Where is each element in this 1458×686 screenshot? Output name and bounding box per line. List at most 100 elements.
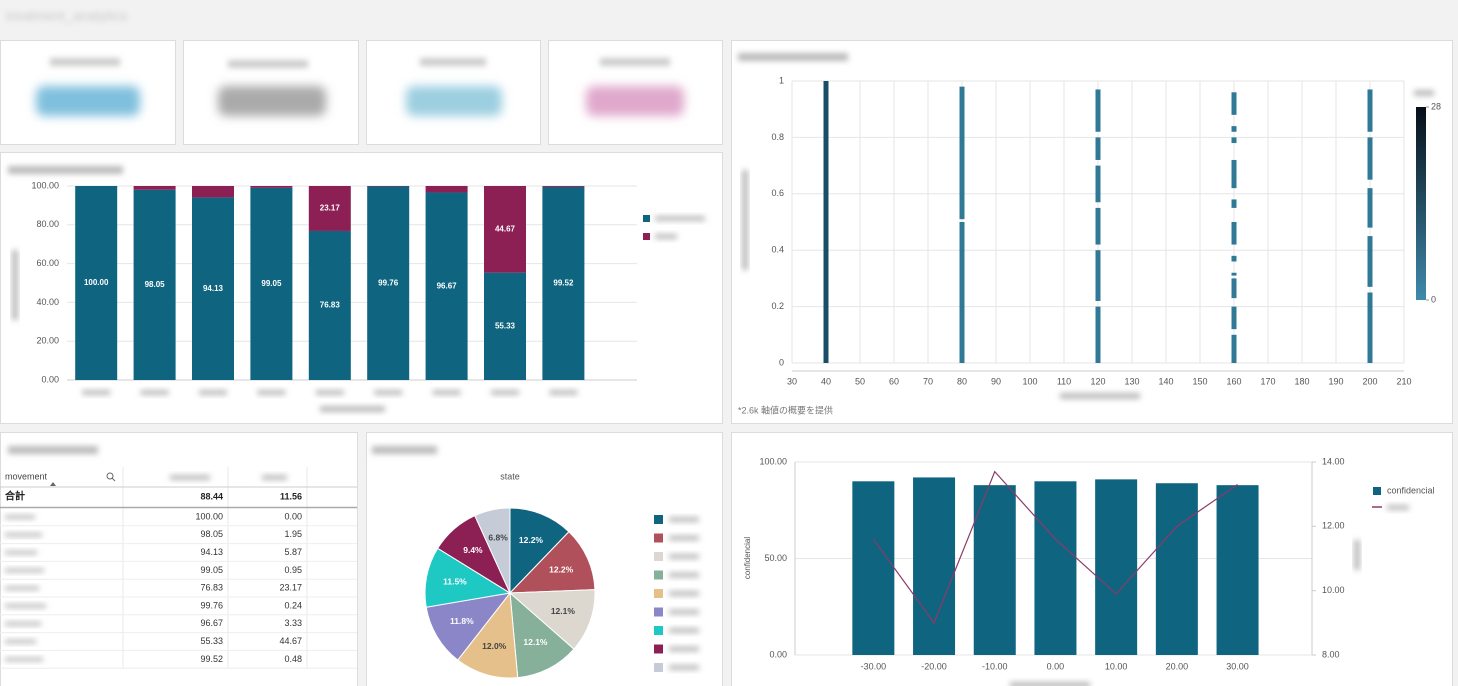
table-cell: 100.00 [195, 511, 223, 521]
y-axis-label: confidencial [743, 537, 752, 579]
y-tick-label: 80.00 [36, 219, 59, 229]
pie-slice [474, 507, 511, 594]
y-tick-label: 0.00 [41, 374, 59, 384]
point-strip [959, 86, 965, 220]
table-cell: 0.24 [284, 600, 302, 610]
scatter-panel [731, 40, 1453, 424]
search-icon [111, 477, 116, 482]
x-tick-label: 20.00 [1166, 661, 1189, 671]
y-tick-label: 100.00 [31, 180, 59, 190]
table-cell: 98.05 [200, 529, 223, 539]
bar-segment [192, 197, 234, 380]
point-strip [1231, 137, 1237, 144]
table-cell: 44.67 [279, 636, 302, 646]
blurred-label [5, 639, 36, 644]
note: *2.6k 軸値の概要を提供 [738, 404, 833, 415]
y-tick-label: 50.00 [764, 553, 787, 563]
legend-swatch [654, 644, 663, 654]
blurred-label [5, 586, 39, 591]
x-tick-label: 40 [821, 376, 831, 386]
legend-swatch [1373, 487, 1381, 495]
x-tick-label: -20.00 [921, 661, 947, 671]
x-tick-label: 50 [855, 376, 865, 386]
table-cell: 0.95 [284, 565, 302, 575]
blurred-label [5, 604, 46, 608]
search-icon [106, 472, 114, 480]
bar-segment [484, 186, 526, 273]
table-cell: 1.95 [284, 529, 302, 539]
x-tick-label: 160 [1226, 376, 1241, 386]
kpi-label [420, 58, 486, 66]
point-strip [1367, 292, 1373, 363]
table-cell: 99.05 [200, 565, 223, 575]
x-tick-label: 80 [957, 376, 967, 386]
total-cell: 11.56 [280, 491, 302, 501]
bar [852, 481, 895, 655]
table-cell: 55.33 [200, 636, 223, 646]
kpi-label [228, 60, 308, 68]
kpi-value [586, 86, 684, 116]
x-tick-label: 110 [1057, 376, 1071, 386]
value-label: 99.52 [553, 279, 574, 288]
legend-swatch [654, 589, 663, 598]
x-tick-label: -30.00 [861, 661, 887, 671]
value-label: 44.67 [495, 224, 516, 233]
pie-slice [425, 592, 512, 661]
y2-tick-label: 8.00 [1322, 649, 1340, 659]
bar-segment [308, 186, 351, 231]
axis-label [320, 406, 385, 412]
kpi-value [218, 86, 326, 116]
blurred-label [199, 390, 227, 395]
pie-slice [509, 591, 575, 679]
table-cell: 76.83 [200, 583, 223, 593]
blurred-label [669, 591, 699, 596]
bar-panel [0, 152, 723, 424]
y2-tick-label: 14.00 [1322, 456, 1345, 466]
kpi-label [50, 58, 120, 66]
x-tick-label: -10.00 [982, 661, 1008, 671]
x-tick-label: 180 [1294, 376, 1309, 386]
blurred-label [669, 665, 699, 670]
blurred-label [669, 554, 699, 559]
x-tick-label: 210 [1396, 376, 1411, 386]
panel-title [8, 166, 123, 174]
blurred-label [5, 550, 37, 555]
blurred-label [669, 628, 699, 633]
value-label: 55.33 [495, 321, 516, 330]
blurred-label [1387, 505, 1409, 510]
value-label: 99.76 [378, 278, 399, 287]
total-cell: 88.44 [200, 491, 223, 501]
colorbar-label: 0 [1431, 294, 1436, 304]
colorbar-label: 28 [1431, 101, 1441, 111]
legend-swatch [654, 607, 663, 617]
bar-segment [425, 192, 468, 380]
bar [1095, 479, 1138, 655]
bar [1034, 481, 1077, 655]
x-tick-label: 0.00 [1047, 661, 1065, 671]
colorbar-title [1414, 90, 1434, 96]
y-tick-label: 60.00 [36, 258, 59, 268]
axis-label [12, 250, 18, 320]
table-cell: 3.33 [284, 618, 302, 628]
x-tick-label: 190 [1328, 376, 1343, 386]
bar [973, 485, 1016, 655]
value-label: 98.05 [145, 280, 166, 289]
blurred-label [669, 572, 699, 578]
y2-tick-label: 10.00 [1322, 585, 1345, 595]
y-tick-label: 100.00 [759, 456, 787, 466]
bar-segment [367, 186, 410, 380]
pie-slice [509, 507, 570, 595]
bar-segment [308, 230, 351, 380]
value-label: 76.83 [320, 301, 341, 310]
blurred-label [140, 390, 169, 395]
x-tick-label: 170 [1260, 376, 1275, 386]
bar-segment [133, 186, 176, 190]
legend-swatch [654, 663, 663, 672]
panel-title [8, 446, 98, 454]
y-tick-label: 20.00 [36, 336, 59, 346]
point-strip [1367, 236, 1373, 287]
blurred-label [5, 568, 44, 573]
y-tick-label: 0.8 [771, 132, 784, 142]
combo-panel [731, 432, 1453, 686]
